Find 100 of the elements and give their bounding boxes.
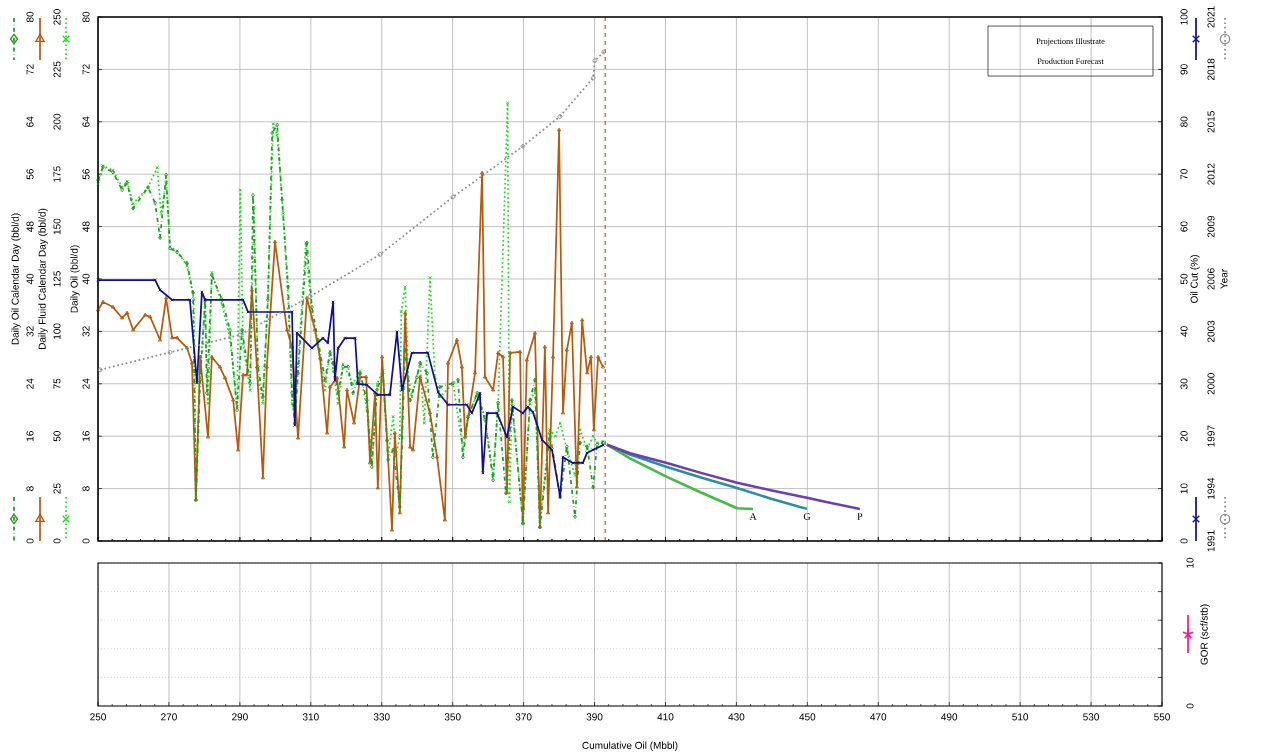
x-tick-label: 450 (799, 713, 816, 721)
point (388, 393, 392, 397)
y-tick-label: 16 (82, 431, 90, 441)
x-tick-label: 410 (657, 713, 674, 721)
y2-tick-label: 2009 (1207, 215, 1215, 238)
y-tick-label: 0 (1180, 538, 1188, 544)
y-tick-label: 60 (1180, 221, 1188, 232)
x-tick-label: 490 (941, 713, 958, 721)
series-label: A (749, 513, 757, 520)
y-tick-label: 10 (1186, 557, 1194, 568)
text: Projections Illustrate Production Forecast (1036, 38, 1105, 64)
point (601, 49, 607, 55)
y-tick-label: 0 (82, 538, 90, 544)
point (495, 411, 499, 415)
y3-tick-label: 48 (26, 221, 34, 232)
point (377, 252, 383, 257)
y2-tick-label: 25 (53, 483, 61, 494)
y2-tick-label: 2000 (1207, 373, 1215, 395)
y2-tick-label: 150 (53, 218, 61, 235)
y2-tick-label: 2006 (1207, 268, 1215, 290)
y-axis-title: Oil Cut (%) (1190, 255, 1200, 303)
point (307, 294, 313, 299)
y3-axis-title: Daily Oil Calendar Day (bbl/d) (11, 213, 21, 345)
x-tick-label: 530 (1083, 713, 1100, 721)
point (540, 438, 544, 442)
point (376, 393, 380, 397)
point (592, 58, 598, 63)
y2-tick-label: 1994 (1207, 477, 1215, 499)
y-tick-label: 70 (1180, 169, 1188, 180)
y-tick-label: 50 (1180, 273, 1188, 285)
y3-tick-label: 32 (26, 326, 34, 337)
y2-tick-label: 75 (53, 378, 61, 389)
point (356, 381, 360, 386)
y2-tick-label: 2003 (1207, 320, 1215, 343)
y2-tick-label: 0 (53, 538, 61, 544)
point (167, 350, 173, 355)
y2-tick-label: 2015 (1207, 111, 1215, 133)
line-series (605, 443, 862, 511)
y2-tick-label: 125 (53, 271, 61, 287)
y3-tick-label: 64 (26, 116, 34, 127)
point (237, 332, 243, 338)
y-tick-label: 40 (82, 273, 90, 285)
point (97, 367, 103, 373)
y3-tick-label: 40 (26, 273, 34, 285)
y-tick-label: 64 (82, 116, 90, 127)
y-tick-label: 56 (82, 169, 90, 180)
y3-tick-label: 80 (26, 11, 34, 23)
point (531, 410, 535, 414)
y3-tick-label: 8 (26, 486, 34, 491)
y2-tick-label: 200 (53, 113, 61, 130)
x-tick-label: 550 (1154, 713, 1170, 721)
y-tick-label: 32 (82, 326, 90, 337)
point (591, 448, 595, 452)
x-tick-label: 430 (728, 713, 745, 721)
series-label: G (803, 513, 811, 520)
y-tick-label: 72 (82, 64, 90, 75)
y-tick-label: 80 (82, 11, 90, 23)
y2-tick-label: 225 (53, 61, 61, 78)
x-tick-label: 310 (302, 713, 319, 721)
y-tick-label: 90 (1180, 64, 1188, 75)
y2-tick-label: 2021 (1207, 6, 1215, 28)
x-tick-label: 290 (232, 713, 248, 721)
x-axis-title: Cumulative Oil (Mbbl) (582, 741, 678, 751)
y3-tick-label: 24 (26, 378, 34, 389)
point (561, 455, 565, 459)
y-axis-title: GOR (scf/stb) (1200, 604, 1210, 665)
point (446, 402, 450, 407)
y2-tick-label: 100 (53, 323, 61, 339)
x-tick-label: 510 (1012, 713, 1029, 721)
point (465, 402, 469, 407)
y-tick-label: 24 (82, 378, 90, 389)
point (520, 143, 526, 149)
y-tick-label: 40 (1180, 326, 1188, 337)
point (505, 435, 509, 440)
y-tick-label: 100 (1180, 9, 1188, 25)
line-series (605, 443, 755, 511)
y2-tick-label: 250 (53, 9, 61, 25)
point (450, 194, 456, 200)
x-tick-label: 390 (586, 713, 603, 721)
y2-tick-label: 1997 (1207, 425, 1215, 447)
y2-tick-label: 1991 (1207, 530, 1215, 552)
point (153, 278, 157, 282)
y3-tick-label: 56 (26, 169, 34, 180)
point (550, 448, 554, 452)
y-tick-label: 20 (1180, 431, 1188, 442)
x-tick-label: 350 (444, 713, 461, 721)
point (590, 75, 596, 81)
x-tick-label: 270 (161, 713, 177, 721)
x-tick-label: 330 (373, 713, 390, 721)
y3-tick-label: 0 (26, 538, 34, 544)
x-tick-label: 250 (90, 713, 106, 721)
y-tick-label: 10 (1180, 483, 1188, 494)
y-tick-label: 8 (82, 486, 90, 491)
point (395, 330, 399, 334)
y2-tick-label: 2018 (1207, 58, 1215, 81)
y3-tick-label: 72 (26, 64, 34, 75)
series-label: P (857, 513, 863, 520)
x-tick-label: 370 (515, 713, 532, 721)
point (557, 114, 563, 119)
y2-axis-title: Daily Fluid Calendar Day (bbl/d) (38, 208, 48, 350)
